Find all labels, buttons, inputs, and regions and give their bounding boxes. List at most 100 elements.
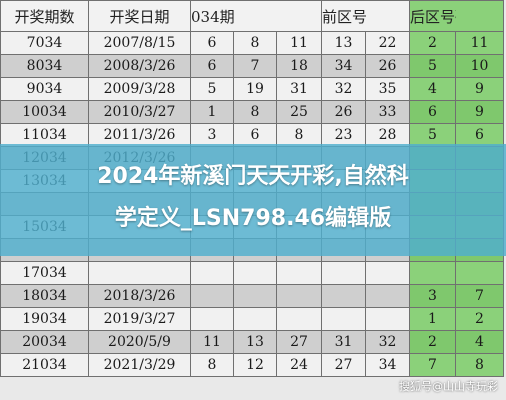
column-header: 开奖期数 xyxy=(0,0,89,32)
table-cell: 4 xyxy=(409,77,456,101)
table-cell xyxy=(321,284,366,308)
table-cell xyxy=(233,307,277,331)
table-cell: 4 xyxy=(455,330,504,354)
table-cell: 2021/3/29 xyxy=(88,353,191,377)
table-cell: 1 xyxy=(190,100,234,124)
table-row: 11034 2011/3/26 3 6 8 23 28 5 6 xyxy=(0,123,504,147)
table-cell xyxy=(365,307,410,331)
table-cell: 34 xyxy=(365,353,410,377)
table-cell: 13 xyxy=(321,31,366,55)
table-cell: 2 xyxy=(409,31,456,55)
table-cell: 12 xyxy=(233,353,277,377)
table-cell: 8 xyxy=(455,353,504,377)
table-cell xyxy=(321,261,366,285)
table-cell: 28 xyxy=(365,123,410,147)
table-cell: 2011/3/26 xyxy=(88,123,191,147)
table-cell xyxy=(455,261,504,285)
table-cell: 11 xyxy=(276,31,322,55)
table-cell: 2009/3/28 xyxy=(88,77,191,101)
table-header-row: 开奖期数开奖日期034期大乐透 前区号码 后区号码 xyxy=(0,0,504,32)
table-cell: 2018/3/26 xyxy=(88,284,191,308)
table-cell: 7 xyxy=(409,353,456,377)
table-cell: 27 xyxy=(321,353,366,377)
table-cell xyxy=(276,307,322,331)
table-cell: 6 xyxy=(190,54,234,78)
table-row: 9034 2009/3/28 5 19 31 32 35 4 9 xyxy=(0,77,504,101)
table-cell: 27 xyxy=(276,330,322,354)
column-header xyxy=(365,0,410,32)
table-cell: 8 xyxy=(190,353,234,377)
table-cell: 6 xyxy=(233,123,277,147)
table-cell: 10034 xyxy=(0,100,89,124)
column-header: 前区号码 xyxy=(321,0,366,32)
table-cell: 8 xyxy=(276,123,322,147)
table-row: 10034 2010/3/27 1 8 25 26 33 6 9 xyxy=(0,100,504,124)
table-cell xyxy=(276,261,322,285)
table-cell xyxy=(321,307,366,331)
column-header: 034期大乐透 xyxy=(190,0,234,32)
table-cell xyxy=(190,307,234,331)
table-cell xyxy=(276,284,322,308)
table-row: 8034 2008/3/26 6 7 18 34 26 5 10 xyxy=(0,54,504,78)
table-cell: 7 xyxy=(233,54,277,78)
table-cell: 10 xyxy=(455,54,504,78)
table-cell: 18034 xyxy=(0,284,89,308)
table-cell: 2 xyxy=(409,330,456,354)
banner-line-2: 学定义_LSN798.46编辑版 xyxy=(114,206,392,231)
table-cell: 3 xyxy=(190,123,234,147)
table-cell: 17034 xyxy=(0,261,89,285)
table-row: 18034 2018/3/26 3 7 xyxy=(0,284,504,308)
table-cell xyxy=(409,261,456,285)
table-cell: 2008/3/26 xyxy=(88,54,191,78)
table-row: 21034 2021/3/29 8 12 24 27 34 7 8 xyxy=(0,353,504,377)
table-cell: 13 xyxy=(233,330,277,354)
table-cell: 25 xyxy=(276,100,322,124)
column-header: 开奖日期 xyxy=(88,0,191,32)
table-cell: 7034 xyxy=(0,31,89,55)
table-cell: 2020/5/9 xyxy=(88,330,191,354)
table-cell xyxy=(365,261,410,285)
title-banner-overlay xyxy=(0,144,506,256)
table-row: 7034 2007/8/15 6 8 11 13 22 2 11 xyxy=(0,31,504,55)
table-cell: 2019/3/27 xyxy=(88,307,191,331)
watermark-text: 搜狐号@山山寺玩彩 xyxy=(399,380,498,393)
column-header xyxy=(276,0,322,32)
table-cell: 31 xyxy=(321,330,366,354)
table-cell: 35 xyxy=(365,77,410,101)
table-cell: 31 xyxy=(276,77,322,101)
table-cell xyxy=(190,284,234,308)
table-cell: 2010/3/27 xyxy=(88,100,191,124)
title-banner-text: 2024年新溪门天天开彩,自然科 学定义_LSN798.46编辑版 xyxy=(0,156,506,240)
table-cell: 11 xyxy=(190,330,234,354)
table-cell: 33 xyxy=(365,100,410,124)
table-cell: 26 xyxy=(365,54,410,78)
table-cell: 26 xyxy=(321,100,366,124)
table-cell: 6 xyxy=(455,123,504,147)
table-cell xyxy=(233,261,277,285)
table-row: 17034 xyxy=(0,261,504,285)
table-cell xyxy=(190,261,234,285)
table-cell: 8 xyxy=(233,100,277,124)
table-cell xyxy=(365,284,410,308)
table-cell: 9034 xyxy=(0,77,89,101)
table-cell: 22 xyxy=(365,31,410,55)
banner-line-1: 2024年新溪门天天开彩,自然科 xyxy=(97,164,409,189)
column-header xyxy=(455,0,504,32)
table-cell: 32 xyxy=(365,330,410,354)
table-cell: 9 xyxy=(455,77,504,101)
table-cell: 3 xyxy=(409,284,456,308)
table-cell: 11 xyxy=(455,31,504,55)
table-cell: 32 xyxy=(321,77,366,101)
table-cell: 11034 xyxy=(0,123,89,147)
table-cell: 19 xyxy=(233,77,277,101)
table-cell: 8034 xyxy=(0,54,89,78)
table-cell xyxy=(88,261,191,285)
table-cell: 1 xyxy=(409,307,456,331)
table-cell: 24 xyxy=(276,353,322,377)
table-cell: 2007/8/15 xyxy=(88,31,191,55)
table-cell: 6 xyxy=(409,100,456,124)
table-row: 20034 2020/5/9 11 13 27 31 32 2 4 xyxy=(0,330,504,354)
table-cell: 2 xyxy=(455,307,504,331)
table-cell: 5 xyxy=(409,54,456,78)
table-cell: 21034 xyxy=(0,353,89,377)
